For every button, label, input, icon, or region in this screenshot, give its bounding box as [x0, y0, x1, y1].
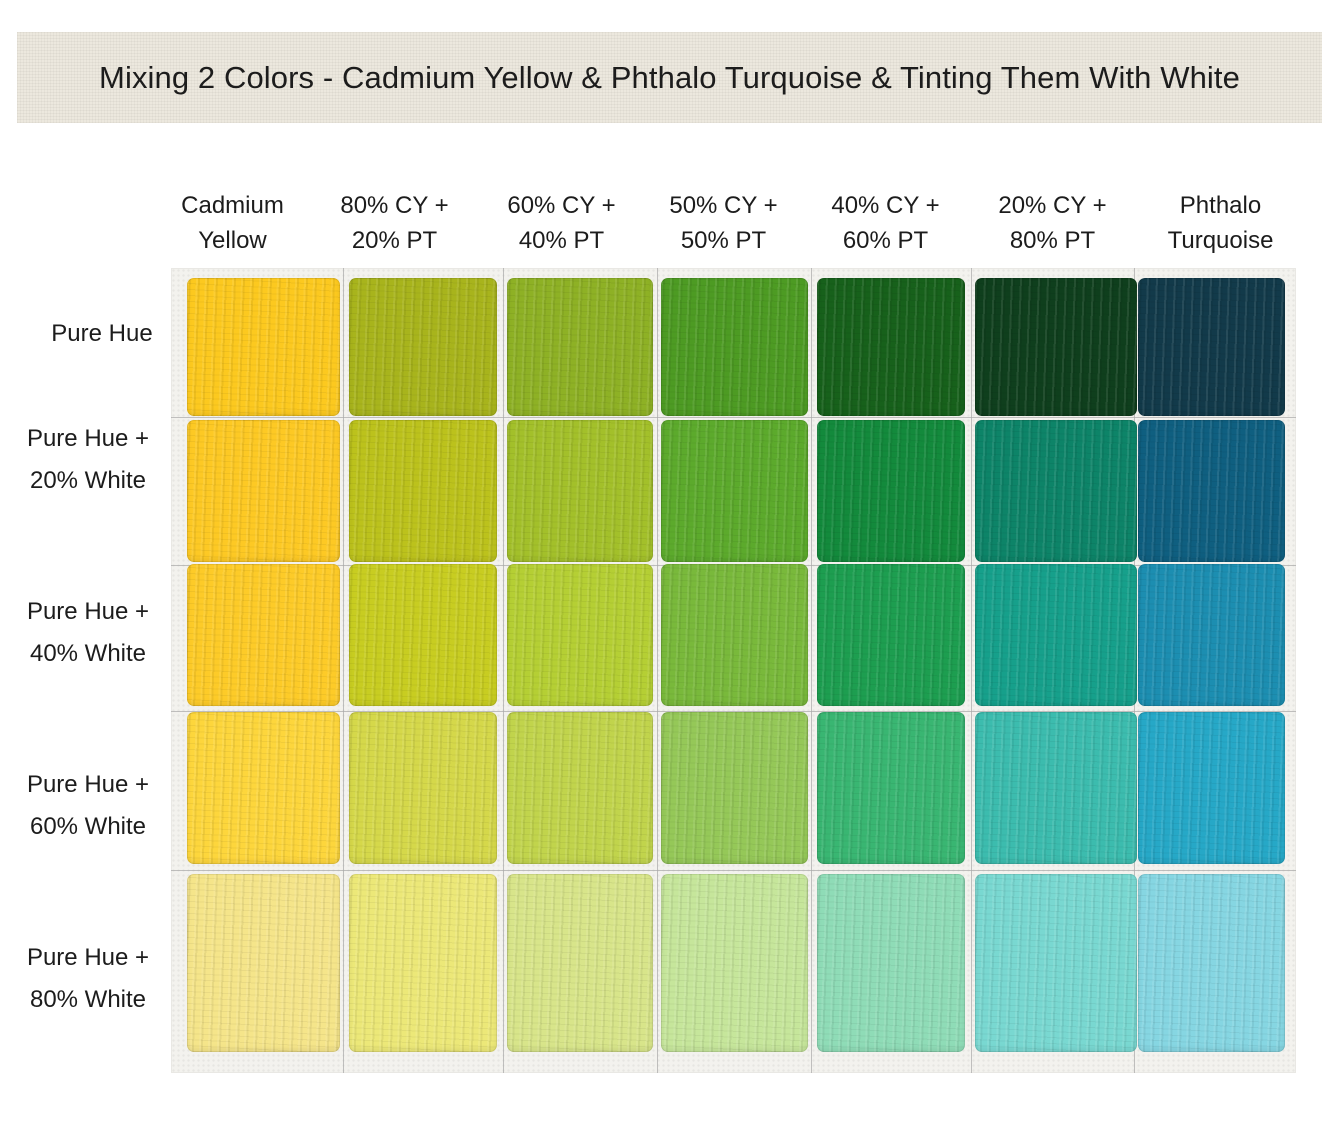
paint-swatch — [187, 564, 340, 706]
paint-swatch — [975, 278, 1137, 416]
paint-swatch — [1138, 874, 1285, 1052]
row-header-line: 40% White — [29, 640, 147, 667]
row-header-80-white: Pure Hue + 80% White — [8, 937, 168, 1021]
column-header-line: Phthalo — [1179, 192, 1262, 219]
paint-swatch — [187, 712, 340, 864]
paint-swatch — [349, 278, 497, 416]
column-header-50-50: 50% CY + 50% PT — [641, 188, 806, 258]
paint-swatch — [975, 564, 1137, 706]
pencil-grid-line — [971, 268, 972, 1073]
column-header-line: 40% PT — [518, 227, 605, 254]
paint-swatch — [975, 874, 1137, 1052]
row-header-line: 20% White — [29, 467, 147, 494]
paint-swatch — [187, 278, 340, 416]
row-header-line: 60% White — [29, 813, 147, 840]
column-header-line: 40% CY + — [831, 192, 940, 219]
paint-swatch — [817, 278, 965, 416]
column-header-line: Yellow — [198, 227, 267, 254]
paint-swatch — [1138, 712, 1285, 864]
column-header-80-20: 80% CY + 20% PT — [312, 188, 477, 258]
column-header-cadmium-yellow: Cadmium Yellow — [150, 188, 315, 258]
paint-swatch — [661, 278, 808, 416]
row-header-60-white: Pure Hue + 60% White — [8, 764, 168, 848]
paint-swatch — [817, 564, 965, 706]
paint-swatch — [975, 420, 1137, 562]
pencil-grid-line — [811, 268, 812, 1073]
paint-swatch — [661, 564, 808, 706]
column-header-line: Turquoise — [1167, 227, 1274, 254]
paint-swatch — [349, 874, 497, 1052]
paint-swatch — [507, 874, 653, 1052]
paint-swatch — [817, 874, 965, 1052]
pencil-grid-line — [171, 417, 1296, 418]
column-header-line: 20% PT — [351, 227, 438, 254]
paint-swatch — [661, 420, 808, 562]
row-header-40-white: Pure Hue + 40% White — [8, 591, 168, 675]
column-header-line: 80% PT — [1009, 227, 1096, 254]
column-header-line: 20% CY + — [998, 192, 1107, 219]
paint-swatch — [1138, 278, 1285, 416]
paint-swatch — [187, 874, 340, 1052]
pencil-grid-line — [503, 268, 504, 1073]
column-header-line: 80% CY + — [340, 192, 449, 219]
column-header-60-40: 60% CY + 40% PT — [479, 188, 644, 258]
row-header-line: Pure Hue + — [26, 598, 150, 625]
paint-swatch — [187, 420, 340, 562]
column-header-line: 60% PT — [842, 227, 929, 254]
paint-swatch — [1138, 564, 1285, 706]
paint-swatch — [349, 712, 497, 864]
row-header-line: Pure Hue + — [26, 771, 150, 798]
row-header-pure-hue: Pure Hue — [22, 313, 182, 355]
row-header-line: 80% White — [29, 986, 147, 1013]
paint-swatch — [349, 420, 497, 562]
column-header-phthalo-turquoise: Phthalo Turquoise — [1138, 188, 1303, 258]
paint-swatch — [1138, 420, 1285, 562]
paint-swatch — [817, 712, 965, 864]
page-title: Mixing 2 Colors - Cadmium Yellow & Phtha… — [99, 59, 1240, 95]
title-banner: Mixing 2 Colors - Cadmium Yellow & Phtha… — [17, 32, 1322, 123]
row-header-line: Pure Hue + — [26, 425, 150, 452]
column-header-line: 50% PT — [680, 227, 767, 254]
column-header-line: Cadmium — [181, 192, 284, 219]
watercolor-paper — [171, 268, 1296, 1073]
row-header-line: Pure Hue — [51, 320, 153, 347]
paint-swatch — [507, 564, 653, 706]
row-header-line: Pure Hue + — [26, 944, 150, 971]
paint-swatch — [661, 712, 808, 864]
paint-swatch — [661, 874, 808, 1052]
paint-swatch — [507, 420, 653, 562]
pencil-grid-line — [343, 268, 344, 1073]
pencil-grid-line — [657, 268, 658, 1073]
column-header-20-80: 20% CY + 80% PT — [970, 188, 1135, 258]
pencil-grid-line — [171, 870, 1296, 871]
column-header-line: 60% CY + — [507, 192, 616, 219]
column-header-line: 50% CY + — [669, 192, 778, 219]
column-header-40-60: 40% CY + 60% PT — [803, 188, 968, 258]
row-header-20-white: Pure Hue + 20% White — [8, 418, 168, 502]
paint-swatch — [817, 420, 965, 562]
paint-swatch — [349, 564, 497, 706]
paint-swatch — [507, 278, 653, 416]
paint-swatch — [975, 712, 1137, 864]
pencil-grid-line — [171, 711, 1296, 712]
paint-swatch — [507, 712, 653, 864]
